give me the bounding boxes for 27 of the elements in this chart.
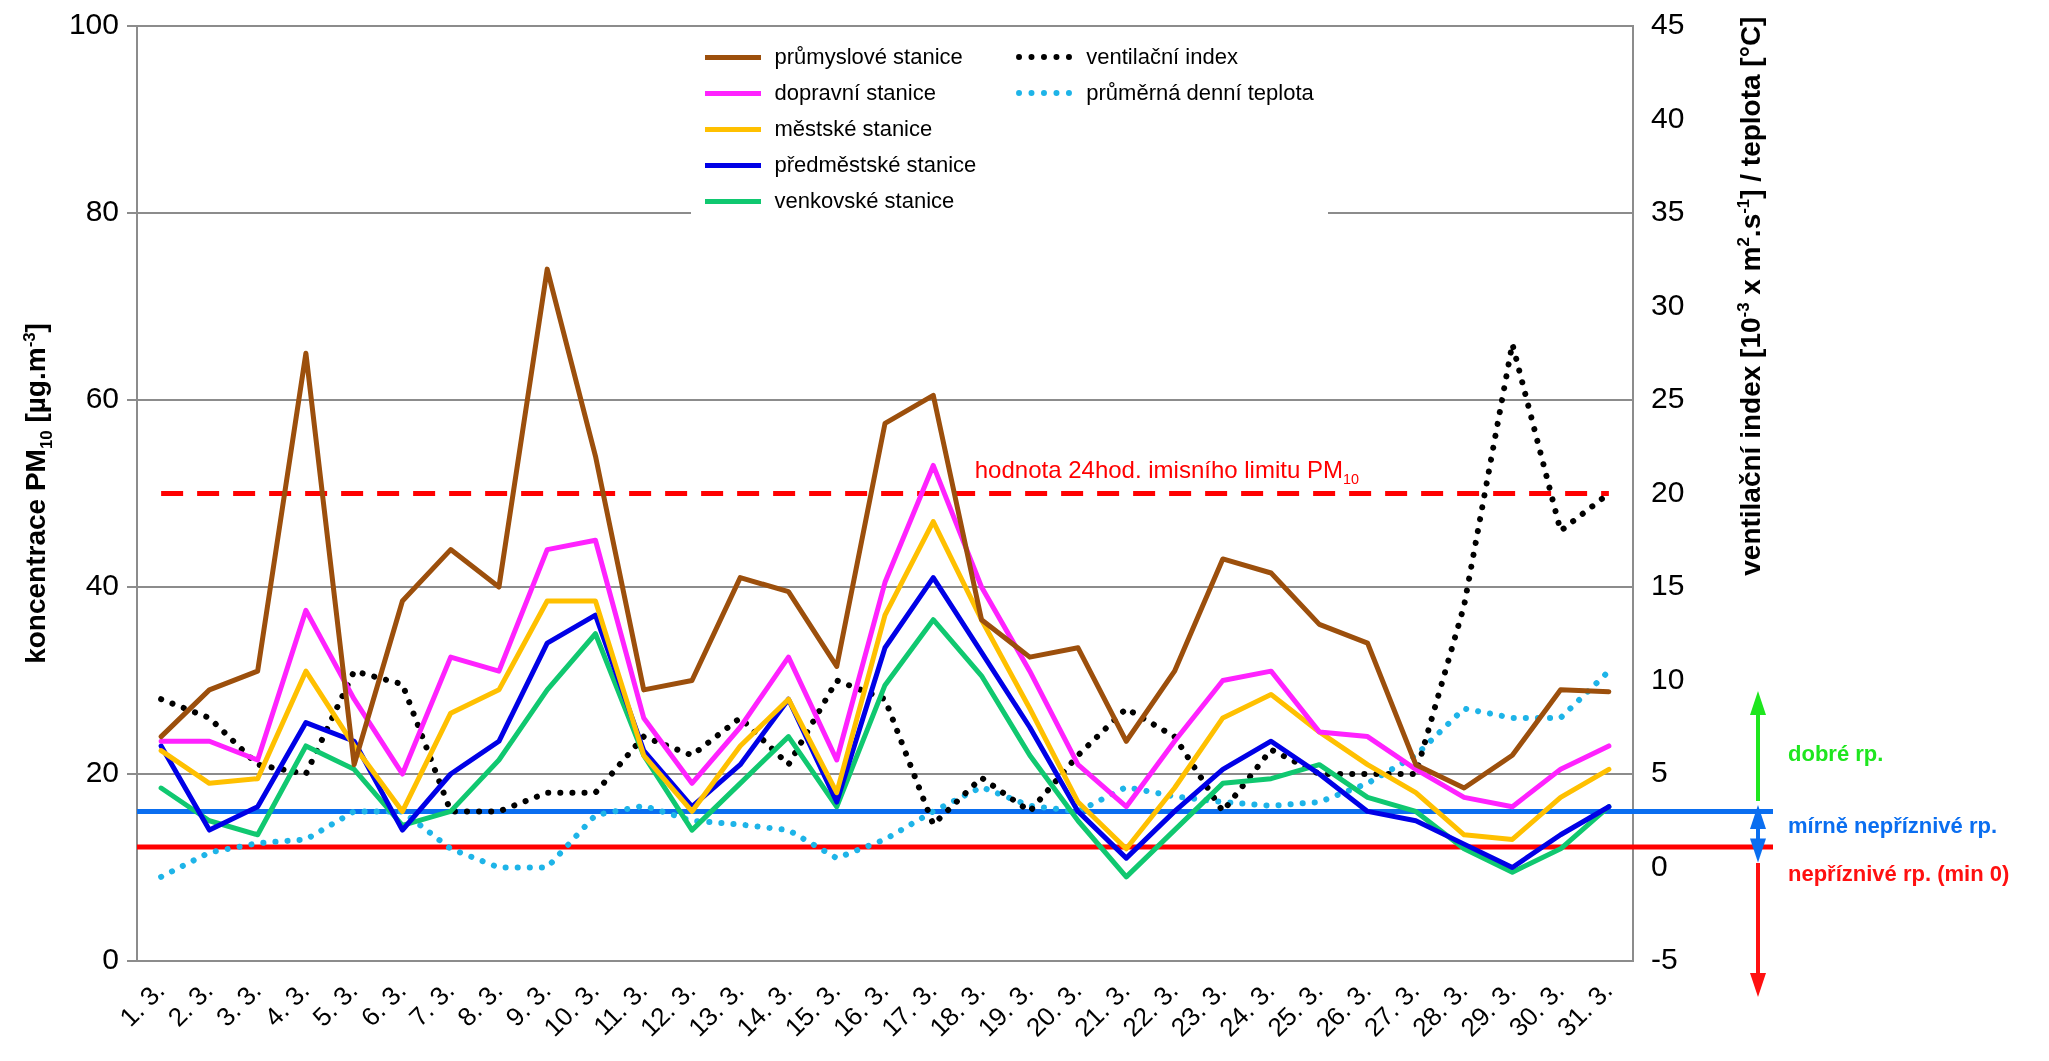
y2-tick-label: 25 [1651, 381, 1685, 415]
text: mírně nepříznivé rp. [1788, 813, 1998, 840]
y2-tick-label: 0 [1651, 848, 1668, 882]
legend-label: venkovské stanice [774, 188, 955, 214]
y2-tick-label: -5 [1651, 942, 1678, 976]
legend-label: městské stanice [774, 116, 933, 142]
y2-tick-label: 10 [1651, 661, 1685, 695]
y2-tick-label: 20 [1651, 474, 1685, 508]
y-tick-label: 80 [85, 194, 119, 228]
y2-tick-label: 45 [1651, 7, 1685, 41]
y2-tick-label: 40 [1651, 100, 1685, 134]
y-tick-label: 100 [68, 7, 119, 41]
legend-label: předměstské stanice [774, 152, 977, 178]
y-tick-label: 0 [102, 942, 119, 976]
legend-label: dopravní stanice [774, 80, 936, 106]
text: nepříznivé rp. (min 0) [1788, 860, 2010, 887]
y2-tick-label: 5 [1651, 755, 1668, 789]
y2-tick-label: 15 [1651, 568, 1685, 602]
y2-tick-label: 35 [1651, 194, 1685, 228]
y-tick-label: 20 [85, 755, 119, 789]
y2-tick-label: 30 [1651, 287, 1685, 321]
legend-label: ventilační index [1086, 44, 1238, 70]
text: dobré rp. [1788, 741, 1884, 768]
y-tick-label: 60 [85, 381, 119, 415]
y-tick-label: 40 [85, 568, 119, 602]
legend-label: průmyslové stanice [774, 44, 963, 70]
legend-label: průměrná denní teplota [1086, 80, 1314, 106]
